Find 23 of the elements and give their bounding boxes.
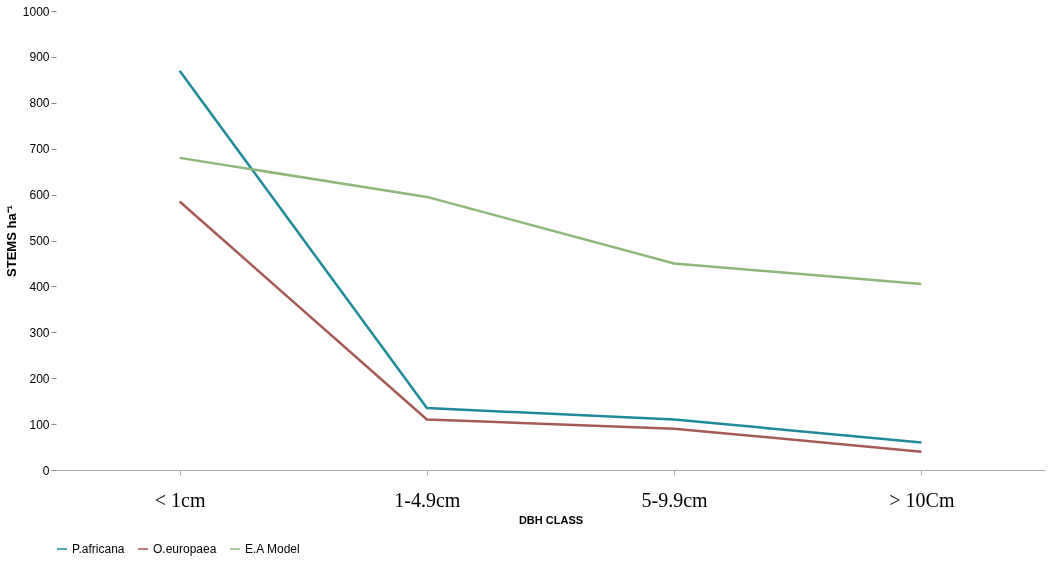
legend-label: E.A Model (245, 542, 300, 556)
x-axis-title: DBH CLASS (518, 513, 584, 526)
y-tick-label: 600 (29, 188, 50, 203)
x-tick-label: > 10Cm (889, 488, 955, 511)
y-tick-label: 900 (29, 50, 50, 65)
x-tick-label: 1-4.9cm (394, 488, 461, 511)
y-tick-label: 100 (29, 417, 50, 432)
y-tick-label: 500 (29, 234, 50, 248)
y-tick-label: 700 (29, 142, 50, 157)
y-tick-label: 400 (29, 279, 50, 294)
y-tick-label: 0 (42, 463, 50, 478)
y-tick-label: 800 (29, 96, 50, 111)
line-series (178, 69, 923, 444)
y-tick-label: 1000 (22, 4, 50, 19)
y-tick-label: 200 (29, 371, 50, 386)
x-tick-label: 5-9.9cm (641, 488, 709, 511)
line-series (178, 200, 923, 453)
y-axis-title: STEMS ha⁻¹ (3, 205, 19, 277)
x-tick-label: < 1cm (154, 488, 206, 511)
legend-label: P.africana (72, 542, 125, 556)
y-tick-label: 300 (29, 325, 50, 340)
legend-label: O.europaea (153, 542, 217, 556)
line-series (178, 156, 923, 286)
